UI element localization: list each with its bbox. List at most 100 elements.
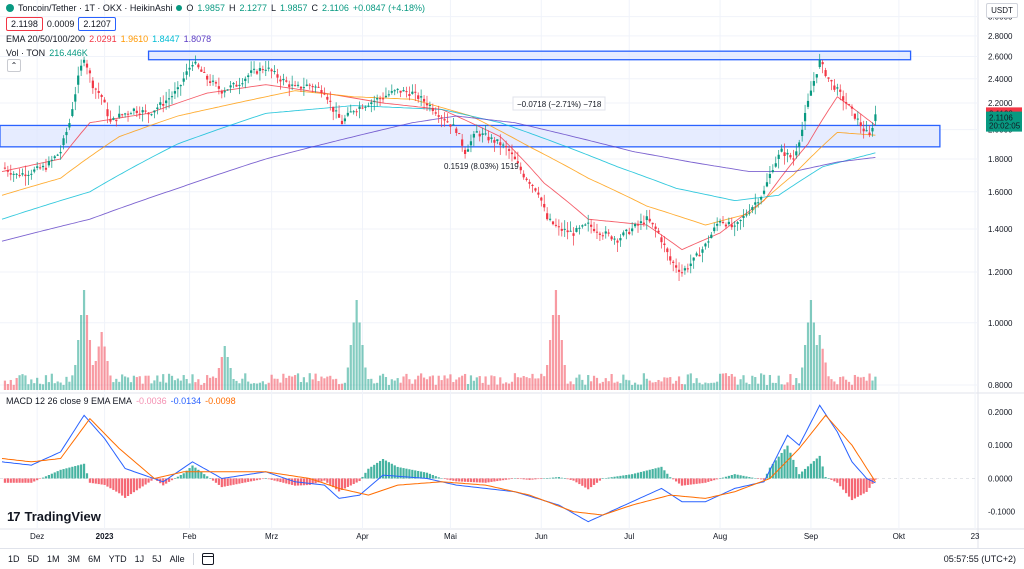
macd-histogram-bar <box>33 478 36 482</box>
macd-histogram-bar <box>376 462 379 479</box>
volume-bar <box>847 381 851 390</box>
macd-histogram-bar <box>616 476 619 479</box>
candle-body <box>71 109 74 117</box>
candle-body <box>39 167 42 169</box>
candle-body <box>625 229 628 232</box>
candle-body <box>291 84 294 86</box>
volume-bar <box>59 382 62 390</box>
macd-histogram-bar <box>543 478 546 479</box>
time-tick-label: Feb <box>183 532 197 541</box>
candle-body <box>754 202 757 205</box>
candle-body <box>352 111 355 113</box>
volume-bar <box>865 380 868 390</box>
volume-bar <box>742 375 745 390</box>
candle-body <box>437 115 440 117</box>
volume-bar <box>387 384 390 390</box>
candle-body <box>505 145 508 148</box>
candle-body <box>631 228 634 232</box>
macd-histogram-bar <box>833 478 836 482</box>
price-chart[interactable]: 3.00002.80002.60002.40002.20002.00001.80… <box>0 0 1024 548</box>
candle-body <box>865 130 868 132</box>
candle-body <box>323 93 326 95</box>
volume-bar <box>308 373 311 390</box>
macd-histogram-bar <box>648 469 651 479</box>
macd-histogram-bar <box>285 478 288 484</box>
volume-bar <box>601 381 604 390</box>
volume-bar <box>85 315 89 390</box>
volume-bar <box>305 382 308 390</box>
volume-bar <box>291 376 294 390</box>
timeframe-1d[interactable]: 1D <box>8 554 20 564</box>
macd-histogram-bar <box>9 478 12 483</box>
timeframe-1m[interactable]: 1M <box>47 554 60 564</box>
symbol-title[interactable]: Toncoin/Tether · 1T · OKX · HeikinAshi <box>18 3 173 13</box>
timeframe-3m[interactable]: 3M <box>67 554 81 564</box>
volume-bar <box>519 377 522 390</box>
macd-histogram-bar <box>613 476 616 479</box>
timeframe-5d[interactable]: 5D <box>27 554 40 564</box>
candle-body <box>792 158 795 160</box>
volume-legend[interactable]: Vol · TON 216.446K <box>6 48 88 58</box>
macd-histogram-bar <box>856 478 859 497</box>
candle-body <box>267 67 270 69</box>
macd-histogram-bar <box>282 478 285 483</box>
volume-bar <box>449 374 452 390</box>
macd-histogram-bar <box>713 478 716 481</box>
macd-histogram-bar <box>481 478 484 483</box>
candle-body <box>165 100 168 104</box>
macd-histogram-bar <box>663 470 666 479</box>
volume-bar <box>36 377 39 390</box>
calendar-icon[interactable] <box>201 553 214 565</box>
macd-histogram-bar <box>446 478 449 480</box>
macd-histogram-bar <box>223 478 226 487</box>
macd-histogram-bar <box>238 478 241 484</box>
candle-body <box>771 170 774 173</box>
volume-bar <box>584 384 587 390</box>
macd-histogram-bar <box>748 477 751 479</box>
macd-legend[interactable]: MACD 12 26 close 9 EMA EMA -0.0036 -0.01… <box>6 396 236 406</box>
timeframe-alle[interactable]: Alle <box>169 554 185 564</box>
volume-bar <box>414 379 417 390</box>
macd-histogram-bar <box>628 474 631 479</box>
sell-price-button[interactable]: 2.1198 <box>6 17 43 31</box>
candle-body <box>129 113 133 115</box>
timeframe-6m[interactable]: 6M <box>88 554 101 564</box>
candle-body <box>264 69 267 71</box>
macd-histogram-bar <box>786 445 789 479</box>
candle-body <box>135 110 138 113</box>
volume-bar <box>792 384 795 390</box>
volume-bar <box>739 379 742 390</box>
timeframe-5j[interactable]: 5J <box>152 554 162 564</box>
candle-body <box>314 86 317 88</box>
macd-histogram-bar <box>74 466 77 479</box>
volume-bar <box>510 381 514 390</box>
candle-body <box>335 110 338 112</box>
macd-histogram-bar <box>311 478 314 485</box>
candle-body <box>428 104 432 106</box>
candle-body <box>636 224 640 226</box>
macd-histogram-bar <box>56 471 59 479</box>
timeframe-ytd[interactable]: YTD <box>108 554 127 564</box>
volume-bar <box>563 365 566 390</box>
tradingview-logo[interactable]: 17 TradingView <box>7 509 101 524</box>
macd-histogram-bar <box>642 471 645 479</box>
macd-histogram-bar <box>469 478 473 483</box>
chevron-up-icon[interactable]: ⌃ <box>7 59 21 72</box>
clock[interactable]: 05:57:55 (UTC+2) <box>943 554 1016 564</box>
macd-histogram-bar <box>601 478 604 479</box>
ema-legend[interactable]: EMA 20/50/100/200 2.0291 1.9610 1.8447 1… <box>6 34 211 44</box>
candle-body <box>604 231 607 234</box>
buy-price-button[interactable]: 2.1207 <box>78 17 116 31</box>
currency-button[interactable]: USDT <box>986 3 1018 18</box>
candle-body <box>845 102 848 104</box>
candle-body <box>387 94 390 96</box>
volume-bar <box>167 373 171 390</box>
volume-bar <box>44 375 48 390</box>
candle-body <box>355 111 358 113</box>
macd-histogram-bar <box>270 478 273 480</box>
timeframe-1j[interactable]: 1J <box>134 554 145 564</box>
candle-body <box>103 99 106 103</box>
volume-bar <box>771 382 774 390</box>
macd-histogram-bar <box>305 478 308 486</box>
